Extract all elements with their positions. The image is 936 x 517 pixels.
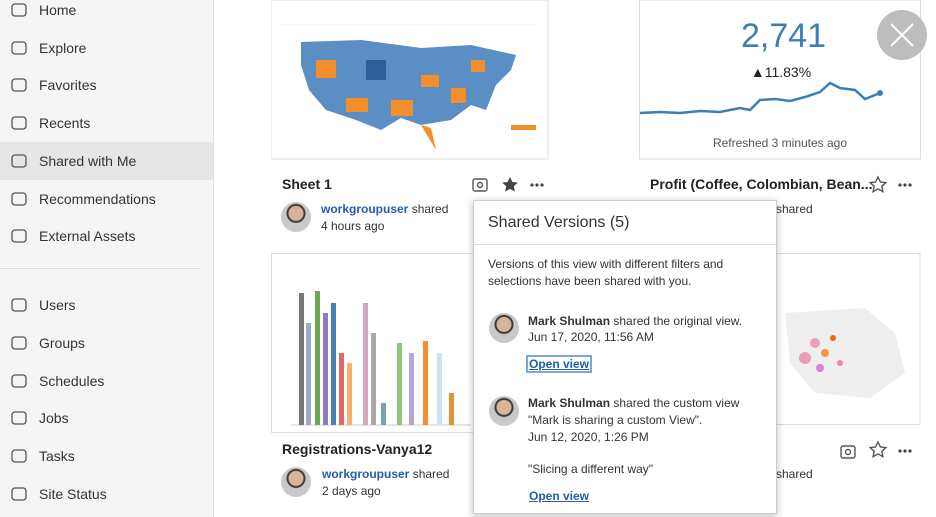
- action: shared the custom view: [613, 396, 740, 410]
- date: Jun 12, 2020, 1:26 PM: [528, 430, 649, 444]
- card-title[interactable]: Registrations-Vanya12: [282, 441, 433, 457]
- nav-icon: [11, 78, 27, 93]
- open-view-link[interactable]: Open view: [529, 489, 590, 503]
- time: 2 days ago: [322, 484, 381, 498]
- nav-item[interactable]: Site Status: [39, 486, 107, 502]
- bar-thumbnail[interactable]: [271, 253, 476, 433]
- scatter-map-thumbnail[interactable]: [775, 253, 921, 425]
- nav-item[interactable]: Groups: [39, 334, 85, 351]
- card-title[interactable]: Profit (Coffee, Colombian, Bean...: [650, 176, 873, 192]
- action: shared: [411, 202, 449, 216]
- nav-icon: [11, 373, 27, 388]
- nav-icon: [11, 336, 27, 350]
- divider: [474, 244, 776, 245]
- nav-icon: [11, 487, 27, 501]
- nav-item[interactable]: External Assets: [39, 228, 136, 245]
- nav-icon: [11, 191, 27, 206]
- kpi-change: ▲11.83%: [750, 64, 812, 80]
- version-header: Mark Shulman shared the original view.: [528, 314, 742, 328]
- avatar: [489, 396, 519, 426]
- nav-item[interactable]: Favorites: [39, 77, 97, 94]
- nav-icon: [11, 116, 27, 130]
- open-view-link[interactable]: Open view: [525, 355, 593, 373]
- nav-item[interactable]: Jobs: [39, 410, 69, 427]
- author: Mark Shulman: [528, 396, 611, 410]
- nav-item[interactable]: Users: [39, 297, 76, 313]
- nav-item[interactable]: Explore: [39, 39, 87, 56]
- shared-versions-popup: Shared Versions (5) Versions of this vie…: [473, 200, 777, 514]
- action: shared: [412, 467, 450, 481]
- nav-icon: [11, 154, 27, 168]
- time: 4 hours ago: [321, 219, 385, 233]
- nav-item[interactable]: Recommendations: [39, 190, 156, 207]
- nav-icon: [11, 3, 27, 17]
- author: Mark Shulman: [528, 314, 611, 328]
- active-highlight: [0, 142, 213, 180]
- popup-title: Shared Versions (5): [488, 214, 630, 231]
- avatar: [281, 202, 311, 232]
- nav-icon: [11, 411, 27, 426]
- card-title[interactable]: Sheet 1: [282, 176, 332, 192]
- map-thumbnail[interactable]: [271, 0, 549, 160]
- close-button[interactable]: [877, 10, 927, 60]
- avatar: [489, 313, 519, 343]
- date: Jun 17, 2020, 11:56 AM: [528, 330, 654, 344]
- refreshed-text: Refreshed 3 minutes ago: [712, 136, 848, 150]
- nav-icon: [11, 41, 27, 55]
- kpi-value: 2,741: [741, 17, 827, 55]
- nav-item[interactable]: Shared with Me: [39, 152, 137, 169]
- nav-icon: [11, 449, 27, 463]
- avatar: [281, 467, 311, 497]
- nav-item[interactable]: Home: [39, 2, 77, 18]
- owner[interactable]: workgroupuser: [322, 467, 410, 481]
- version-header: Mark Shulman shared the custom view: [528, 396, 739, 410]
- nav-item[interactable]: Schedules: [39, 372, 105, 389]
- action: shared: [776, 202, 813, 216]
- shared-by: workgroupuser shared: [322, 467, 449, 481]
- shared-by: workgroupuser shared: [321, 202, 448, 216]
- description: selections have been shared with you.: [488, 274, 692, 288]
- note: "Slicing a different way": [528, 462, 654, 476]
- nav-item[interactable]: Recents: [39, 115, 91, 132]
- owner[interactable]: workgroupuser: [321, 202, 409, 216]
- divider: [0, 268, 200, 269]
- kpi-thumbnail[interactable]: [639, 0, 921, 160]
- view-name: "Mark is sharing a custom View".: [528, 413, 703, 427]
- nav-icon: [11, 229, 27, 243]
- action: shared the original view.: [613, 314, 743, 328]
- description: Versions of this view with different fil…: [488, 257, 724, 271]
- nav-icon: [11, 298, 27, 312]
- sidebar: Home Explore Favorites Recents Shared with M…: [0, 0, 214, 517]
- nav-item[interactable]: Tasks: [39, 448, 75, 465]
- action: shared: [776, 467, 813, 481]
